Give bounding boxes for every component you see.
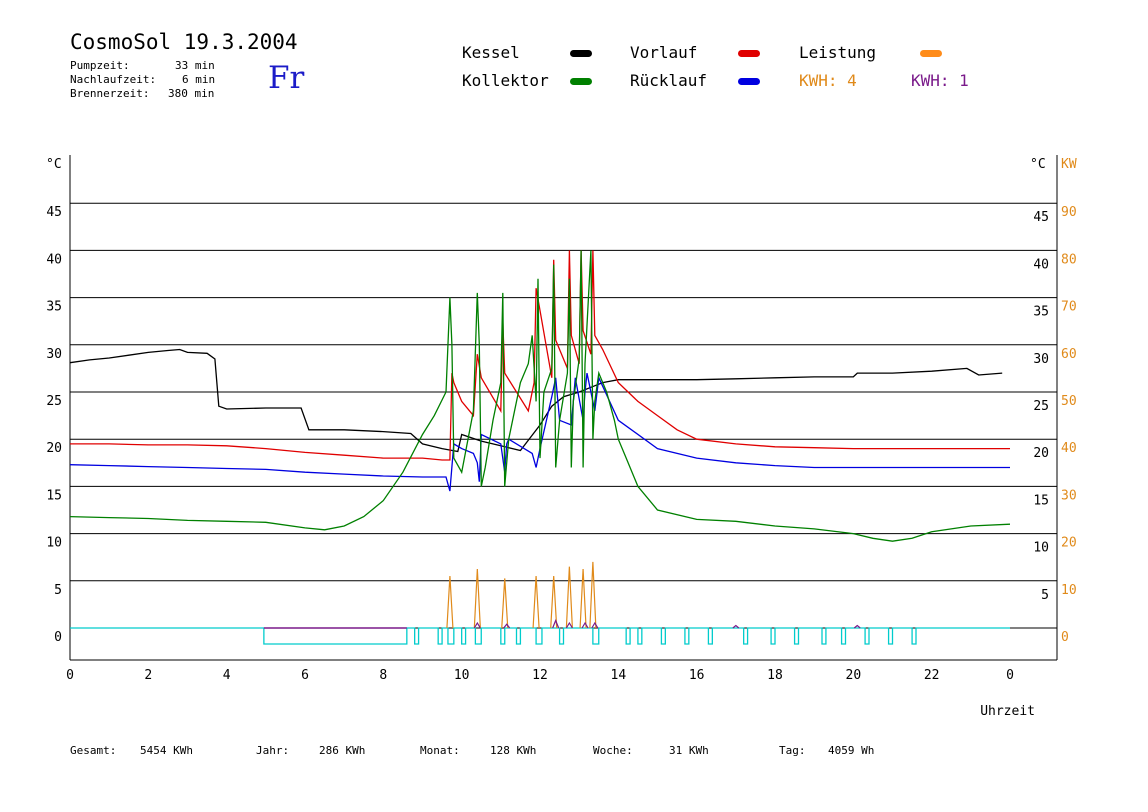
x-tick-label: 14 bbox=[611, 668, 627, 683]
y-tick-label-left: 15 bbox=[46, 488, 62, 503]
kwh-bump bbox=[565, 621, 573, 629]
legend-kessel-label: Kessel bbox=[462, 43, 520, 62]
y-tick-label-right: 30 bbox=[1033, 352, 1049, 367]
x-axis-label: Uhrzeit bbox=[980, 704, 1035, 719]
y-tick-label-left: 0 bbox=[54, 630, 62, 645]
y-tick-label-right: 15 bbox=[1033, 493, 1049, 508]
y-tick-label-right: 40 bbox=[1033, 257, 1049, 272]
power-spike bbox=[446, 576, 454, 629]
x-tick-label: 0 bbox=[1006, 668, 1014, 683]
kwh-bump bbox=[853, 624, 861, 629]
footer-tag-value: 4059 Wh bbox=[828, 744, 875, 757]
footer-monat-value: 128 KWh bbox=[490, 744, 537, 757]
x-tick-label: 2 bbox=[144, 668, 152, 683]
y-tick-label-power: 90 bbox=[1061, 205, 1077, 220]
legend-kwh-burner: KWH: 1 bbox=[911, 71, 969, 90]
y-tick-label-right: 35 bbox=[1033, 305, 1049, 320]
stat-value-brennerzeit: 380 min bbox=[168, 87, 215, 100]
series-line-kessel bbox=[69, 348, 1003, 453]
x-tick-label: 0 bbox=[66, 668, 74, 683]
y-tick-label-right: 20 bbox=[1033, 446, 1049, 461]
power-spike bbox=[579, 568, 587, 629]
footer-tag-label: Tag: bbox=[779, 744, 806, 757]
footer-gesamt-value: 5454 KWh bbox=[140, 744, 193, 757]
legend-ruecklauf-label: Rücklauf bbox=[630, 71, 708, 90]
stat-value-nachlaufzeit: 6 min bbox=[182, 73, 216, 86]
legend-kwh-solar: KWH: 4 bbox=[799, 71, 857, 90]
x-tick-label: 4 bbox=[223, 668, 231, 683]
y-tick-label-right: 45 bbox=[1033, 210, 1049, 225]
y-tick-label-left: 40 bbox=[46, 252, 62, 267]
y-tick-label-power: 10 bbox=[1061, 583, 1077, 598]
legend-leistung-label: Leistung bbox=[799, 43, 877, 62]
y-tick-label-power: 60 bbox=[1061, 347, 1077, 362]
chart-title: CosmoSol 19.3.2004 bbox=[70, 30, 298, 54]
footer-woche-label: Woche: bbox=[593, 744, 633, 757]
x-tick-label: 6 bbox=[301, 668, 309, 683]
y-tick-label-left: 5 bbox=[54, 583, 62, 598]
y-tick-label-power: 40 bbox=[1061, 441, 1077, 456]
y-axis-unit-left: °C bbox=[46, 157, 62, 172]
x-tick-label: 20 bbox=[846, 668, 862, 683]
footer-woche-value: 31 KWh bbox=[669, 744, 709, 757]
legend-kollektor-label: Kollektor bbox=[462, 71, 549, 90]
x-tick-label: 12 bbox=[532, 668, 548, 683]
series-line-kollektor bbox=[69, 250, 1011, 542]
kwh-bump bbox=[591, 621, 599, 629]
y-tick-label-left: 25 bbox=[46, 394, 62, 409]
y-tick-label-left: 35 bbox=[46, 300, 62, 315]
x-tick-label: 22 bbox=[924, 668, 940, 683]
stat-label-pumpzeit: Pumpzeit: bbox=[70, 59, 130, 72]
y-tick-label-right: 5 bbox=[1041, 588, 1049, 603]
y-tick-label-left: 20 bbox=[46, 441, 62, 456]
kwh-bump bbox=[473, 621, 481, 629]
stat-value-pumpzeit: 33 min bbox=[175, 59, 215, 72]
kwh-bump bbox=[503, 623, 511, 629]
legend-vorlauf-label: Vorlauf bbox=[630, 43, 698, 62]
power-spike bbox=[565, 566, 573, 629]
y-tick-label-power: 0 bbox=[1061, 630, 1069, 645]
power-spike bbox=[532, 576, 540, 629]
y-axis-unit-right: °C bbox=[1030, 157, 1046, 172]
x-tick-label: 8 bbox=[379, 668, 387, 683]
footer-gesamt-label: Gesamt: bbox=[70, 744, 117, 757]
y-tick-label-power: 30 bbox=[1061, 488, 1077, 503]
power-spike bbox=[501, 578, 509, 629]
legend-kessel-swatch bbox=[570, 50, 592, 57]
legend-vorlauf-swatch bbox=[738, 50, 760, 57]
power-spike bbox=[473, 568, 481, 629]
stat-label-nachlaufzeit: Nachlaufzeit: bbox=[70, 73, 157, 86]
y-tick-label-left: 10 bbox=[46, 536, 62, 551]
y-tick-label-power: 80 bbox=[1061, 252, 1077, 267]
footer-jahr-value: 286 KWh bbox=[319, 744, 366, 757]
pump-trace bbox=[70, 627, 1010, 645]
y-tick-label-power: 70 bbox=[1061, 300, 1077, 315]
y-tick-label-power: 20 bbox=[1061, 536, 1077, 551]
weekday-label: Fr bbox=[268, 60, 305, 96]
y-tick-label-right: 10 bbox=[1033, 541, 1049, 556]
kwh-bump bbox=[732, 624, 740, 629]
legend-ruecklauf-swatch bbox=[738, 78, 760, 85]
stat-label-brennerzeit: Brennerzeit: bbox=[70, 87, 150, 100]
y-tick-label-power: 50 bbox=[1061, 394, 1077, 409]
kwh-bump bbox=[581, 621, 589, 629]
footer-jahr-label: Jahr: bbox=[256, 744, 290, 757]
y-axis-unit-power: KW bbox=[1061, 157, 1077, 172]
series-line-rcklauf bbox=[69, 372, 1010, 492]
power-spike bbox=[589, 561, 597, 629]
power-spike bbox=[550, 576, 558, 629]
x-tick-label: 16 bbox=[689, 668, 705, 683]
kwh-bump bbox=[552, 618, 560, 629]
x-tick-label: 18 bbox=[767, 668, 783, 683]
y-tick-label-left: 30 bbox=[46, 347, 62, 362]
y-tick-label-right: 25 bbox=[1033, 399, 1049, 414]
x-tick-label: 10 bbox=[454, 668, 470, 683]
legend-kollektor-swatch bbox=[570, 78, 592, 85]
y-tick-label-left: 45 bbox=[46, 205, 62, 220]
legend-leistung-swatch bbox=[920, 50, 942, 57]
footer-monat-label: Monat: bbox=[420, 744, 460, 757]
